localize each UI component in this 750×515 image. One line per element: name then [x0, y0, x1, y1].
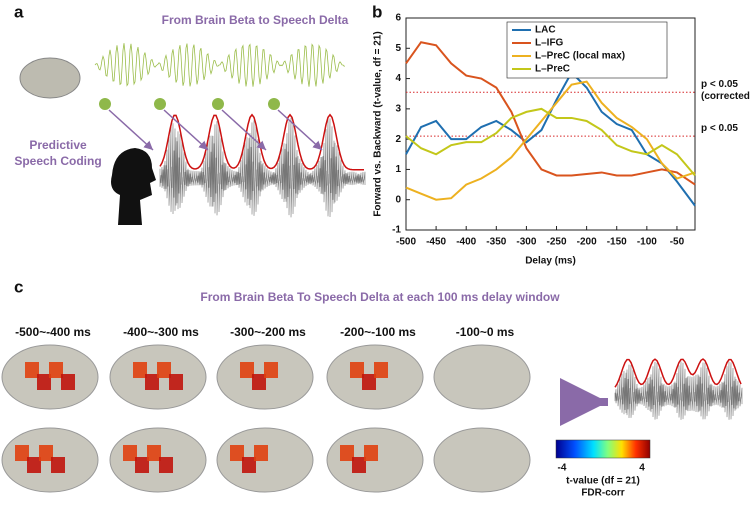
window-label: -300~-200 ms	[230, 325, 306, 339]
threshold-label: p < 0.05	[701, 123, 738, 134]
envelope	[614, 358, 742, 388]
activation	[51, 457, 65, 473]
arrow	[108, 109, 154, 151]
window-label: -500~-400 ms	[15, 325, 91, 339]
threshold-label: (corrected)	[701, 91, 750, 102]
y-tick-label: 1	[395, 164, 401, 175]
head-icon	[111, 148, 156, 225]
beta-wave	[94, 43, 346, 87]
x-tick-label: -200	[577, 237, 597, 248]
window-label: -200~-100 ms	[340, 325, 416, 339]
activation	[230, 445, 244, 461]
activation	[242, 457, 256, 473]
threshold-label: p < 0.05	[701, 79, 738, 90]
activation	[49, 362, 63, 378]
plot-frame	[405, 17, 696, 231]
activation	[352, 457, 366, 473]
panel-title: From Brain Beta To Speech Delta at each …	[200, 290, 560, 304]
series-line	[405, 80, 696, 201]
panel-label: b	[372, 2, 382, 21]
activation	[147, 445, 161, 461]
activation	[362, 374, 376, 390]
beta-dot	[154, 98, 166, 110]
series-line	[405, 70, 696, 207]
brain	[433, 344, 531, 410]
panel-title: From Brain Beta to Speech Delta	[162, 13, 349, 27]
brain	[433, 427, 531, 493]
legend-label: LAC	[535, 25, 556, 36]
activation	[135, 457, 149, 473]
speech-waveform	[159, 117, 366, 218]
y-tick-label: 5	[395, 43, 401, 54]
series-line	[405, 107, 696, 177]
activation	[169, 374, 183, 390]
y-tick-label: -1	[392, 225, 401, 236]
x-axis-label: Delay (ms)	[525, 256, 576, 267]
arrow	[277, 109, 323, 151]
activation	[340, 445, 354, 461]
activation	[145, 374, 159, 390]
beta-dot	[212, 98, 224, 110]
activation	[15, 445, 29, 461]
panel-label: a	[14, 2, 24, 21]
window-label: -400~-300 ms	[123, 325, 199, 339]
activation	[252, 374, 266, 390]
x-tick-label: -400	[456, 237, 476, 248]
activation	[25, 362, 39, 378]
y-tick-label: 3	[395, 103, 401, 114]
x-tick-label: -450	[426, 237, 446, 248]
colorbar-label: -4	[558, 463, 567, 474]
activation	[374, 362, 388, 378]
arrow	[163, 109, 209, 151]
panel-label: c	[14, 277, 23, 296]
legend-box	[506, 21, 668, 79]
activation	[27, 457, 41, 473]
brain-icon	[19, 57, 81, 99]
x-tick-label: -50	[670, 237, 685, 248]
colorbar-label: 4	[639, 463, 645, 474]
colorbar	[555, 439, 651, 459]
y-tick-label: 0	[395, 194, 401, 205]
legend-label: L–PreC (local max)	[535, 51, 625, 62]
beta-dot	[268, 98, 280, 110]
activation	[61, 374, 75, 390]
colorbar-title: t-value (df = 21)	[566, 476, 640, 487]
series-line	[405, 41, 696, 186]
caption: Predictive	[29, 138, 87, 152]
activation	[37, 374, 51, 390]
y-axis-label: Forward vs. Backward (t-value, df = 21)	[373, 31, 384, 216]
activation	[240, 362, 254, 378]
beta-dot	[99, 98, 111, 110]
speech-waveform	[614, 361, 743, 420]
activation	[254, 445, 268, 461]
window-label: -100~0 ms	[456, 325, 515, 339]
x-tick-label: -250	[547, 237, 567, 248]
x-tick-label: -350	[486, 237, 506, 248]
y-tick-label: 4	[395, 73, 401, 84]
activation	[157, 362, 171, 378]
x-tick-label: -500	[396, 237, 416, 248]
y-tick-label: 2	[395, 134, 401, 145]
caption: Speech Coding	[14, 154, 101, 168]
activation	[123, 445, 137, 461]
activation	[133, 362, 147, 378]
arrow	[221, 109, 267, 151]
y-tick-label: 6	[395, 13, 401, 24]
x-tick-label: -300	[516, 237, 536, 248]
activation	[364, 445, 378, 461]
envelope	[159, 113, 364, 171]
activation	[159, 457, 173, 473]
legend-label: L–IFG	[535, 38, 564, 49]
colorbar-title: FDR-corr	[581, 488, 624, 499]
activation	[39, 445, 53, 461]
x-tick-label: -100	[637, 237, 657, 248]
activation	[350, 362, 364, 378]
legend-label: L–PreC	[535, 64, 570, 75]
activation	[264, 362, 278, 378]
x-tick-label: -150	[607, 237, 627, 248]
